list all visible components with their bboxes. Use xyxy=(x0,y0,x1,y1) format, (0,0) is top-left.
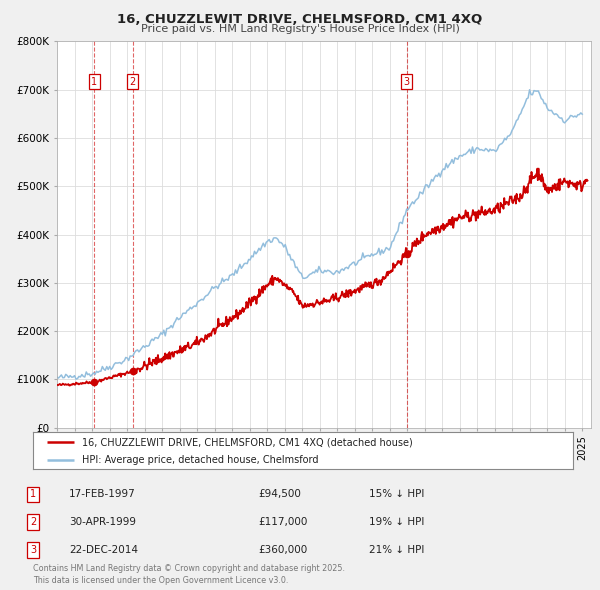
Text: £360,000: £360,000 xyxy=(258,545,307,555)
Text: 1: 1 xyxy=(30,490,36,499)
Text: HPI: Average price, detached house, Chelmsford: HPI: Average price, detached house, Chel… xyxy=(82,455,318,466)
Text: 19% ↓ HPI: 19% ↓ HPI xyxy=(369,517,424,527)
Text: 2: 2 xyxy=(130,77,136,87)
Text: 3: 3 xyxy=(30,545,36,555)
Text: £117,000: £117,000 xyxy=(258,517,307,527)
Text: 22-DEC-2014: 22-DEC-2014 xyxy=(69,545,138,555)
Text: Price paid vs. HM Land Registry's House Price Index (HPI): Price paid vs. HM Land Registry's House … xyxy=(140,24,460,34)
Text: 2: 2 xyxy=(30,517,36,527)
Text: 21% ↓ HPI: 21% ↓ HPI xyxy=(369,545,424,555)
Text: £94,500: £94,500 xyxy=(258,490,301,499)
Text: 30-APR-1999: 30-APR-1999 xyxy=(69,517,136,527)
Text: Contains HM Land Registry data © Crown copyright and database right 2025.
This d: Contains HM Land Registry data © Crown c… xyxy=(33,565,345,585)
Text: 15% ↓ HPI: 15% ↓ HPI xyxy=(369,490,424,499)
Text: 1: 1 xyxy=(91,77,97,87)
Text: 3: 3 xyxy=(404,77,410,87)
Text: 17-FEB-1997: 17-FEB-1997 xyxy=(69,490,136,499)
Text: 16, CHUZZLEWIT DRIVE, CHELMSFORD, CM1 4XQ (detached house): 16, CHUZZLEWIT DRIVE, CHELMSFORD, CM1 4X… xyxy=(82,437,412,447)
Text: 16, CHUZZLEWIT DRIVE, CHELMSFORD, CM1 4XQ: 16, CHUZZLEWIT DRIVE, CHELMSFORD, CM1 4X… xyxy=(118,13,482,26)
